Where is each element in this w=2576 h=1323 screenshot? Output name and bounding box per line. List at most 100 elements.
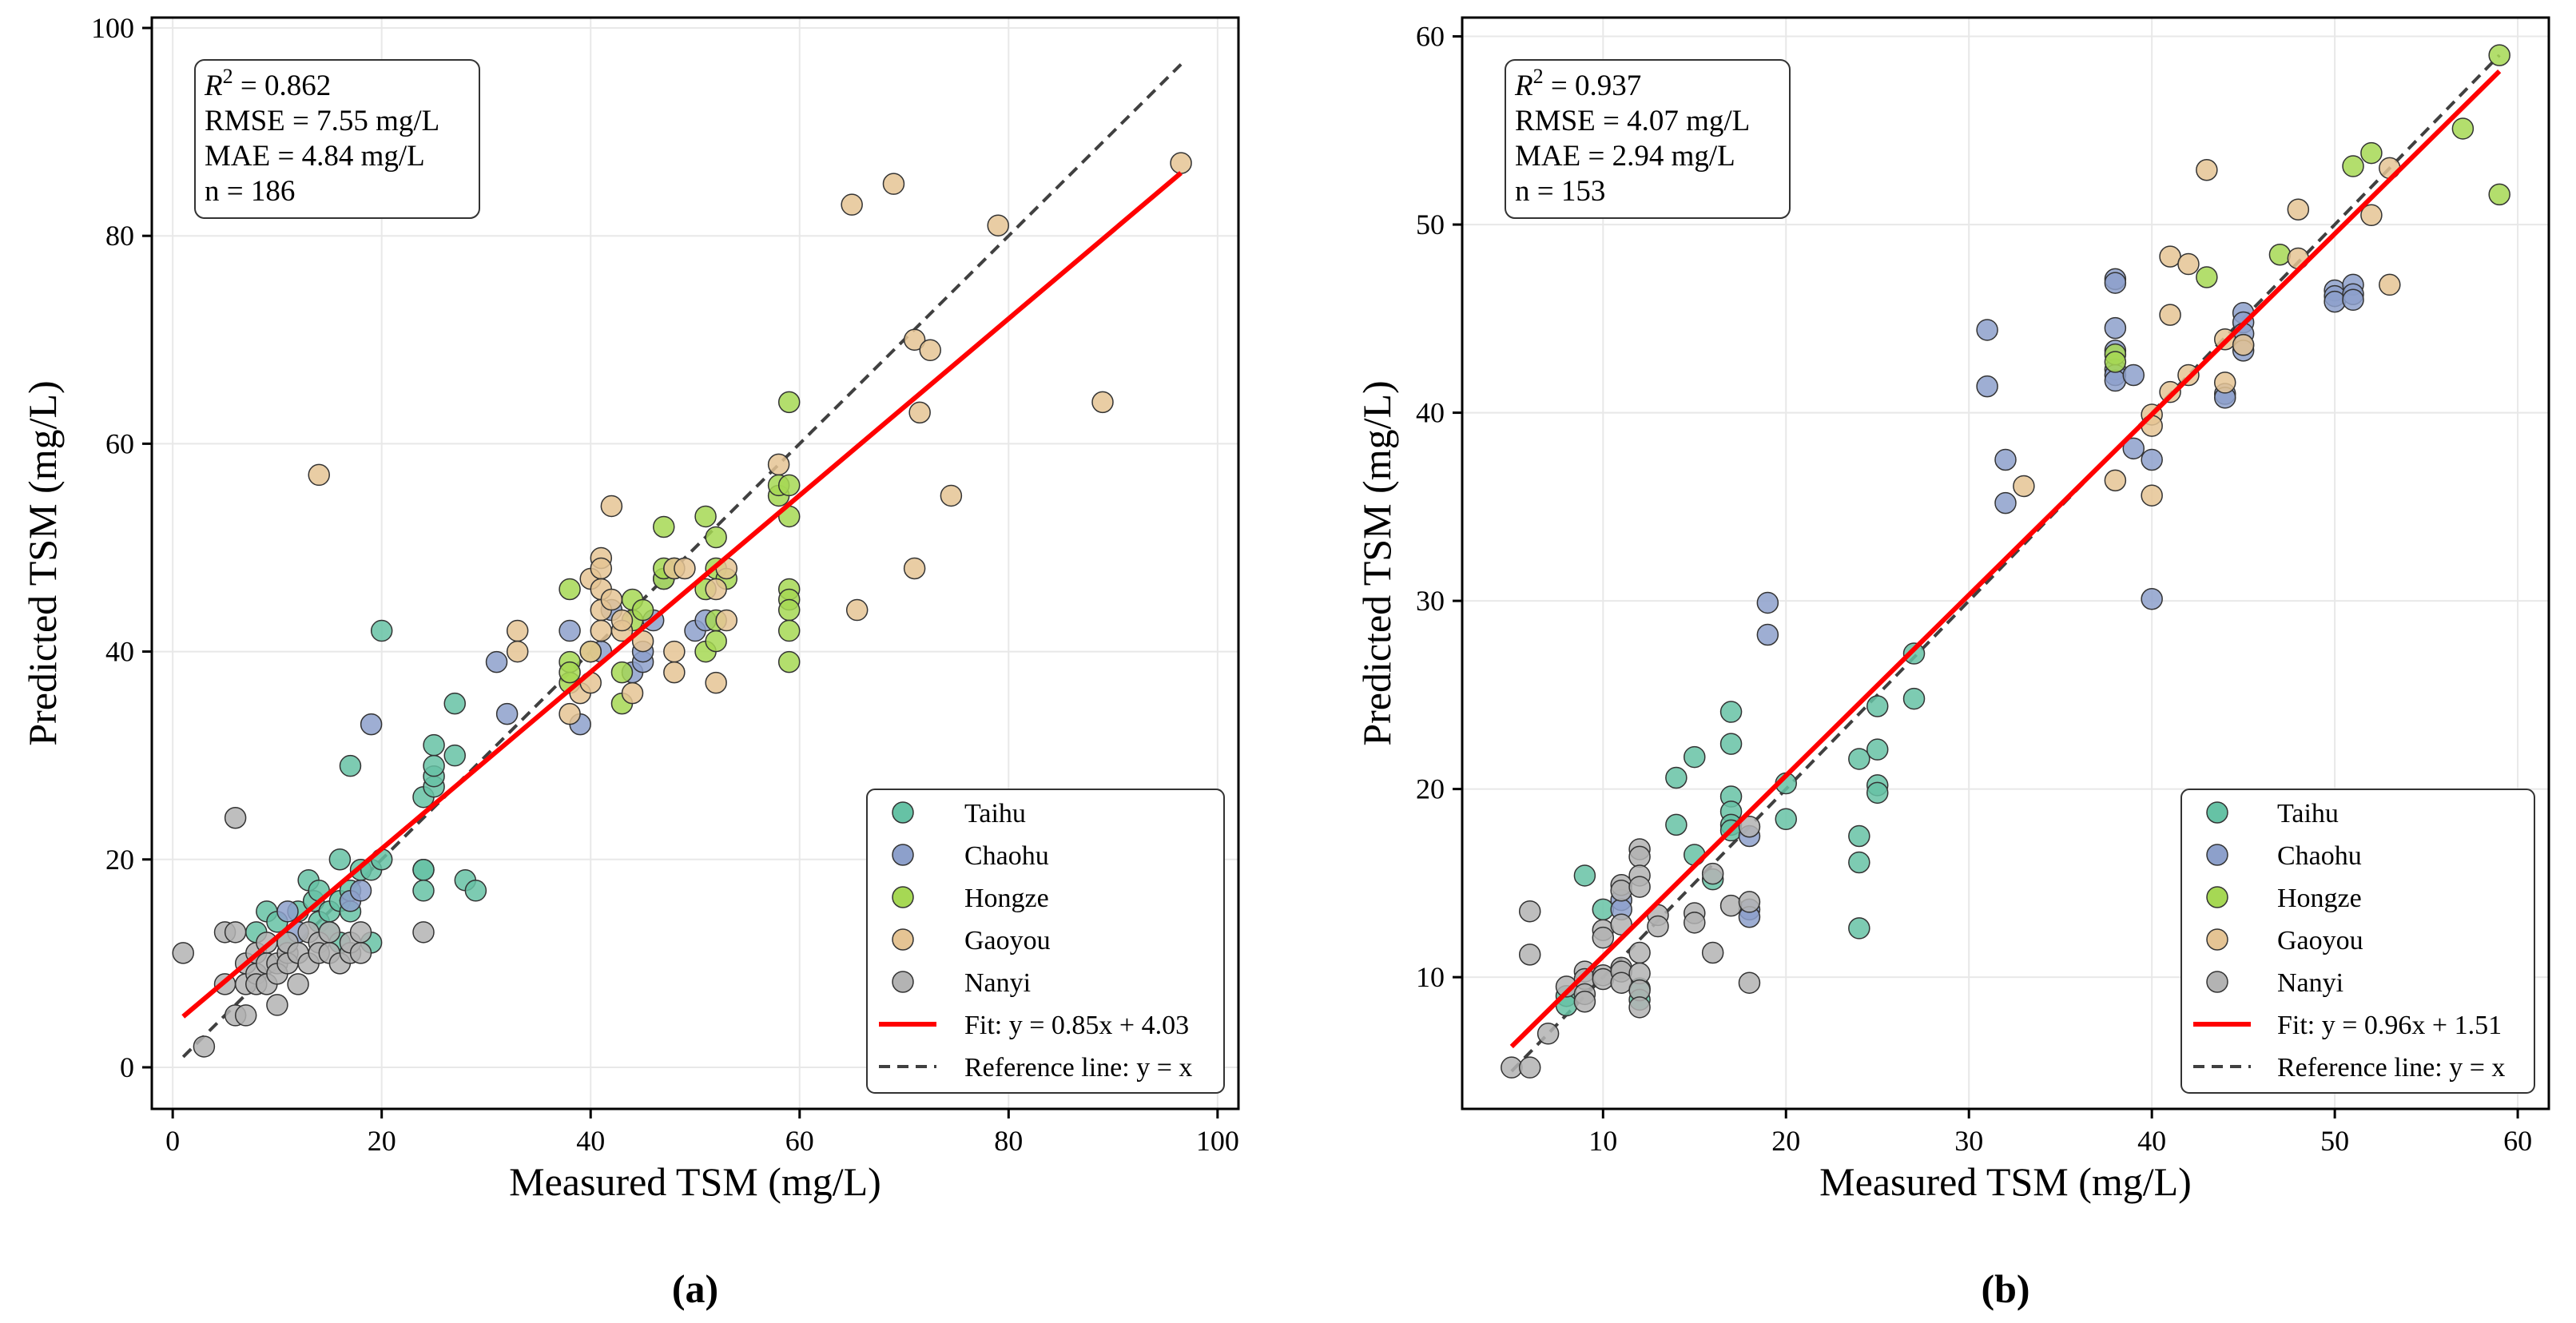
point-taihu bbox=[1848, 917, 1870, 940]
point-gaoyou bbox=[610, 609, 634, 632]
point-hongze bbox=[777, 619, 801, 642]
y-tick-label: 60 bbox=[1416, 21, 1445, 53]
r2-power-b: 2 bbox=[1533, 65, 1544, 88]
point-hongze bbox=[777, 474, 801, 497]
point-taihu bbox=[1866, 781, 1889, 805]
point-nanyi bbox=[172, 942, 194, 964]
legend-fit-label-b: Fit: y = 0.96x + 1.51 bbox=[2277, 1011, 2502, 1040]
point-chaohu bbox=[2104, 369, 2127, 392]
point-gaoyou bbox=[559, 702, 581, 725]
point-nanyi bbox=[1628, 941, 1651, 964]
legend-frame-b bbox=[2180, 789, 2535, 1094]
x-axis-label-a: Measured TSM (mg/L) bbox=[509, 1159, 881, 1204]
point-taihu bbox=[1684, 745, 1706, 769]
point-nanyi bbox=[1573, 991, 1596, 1013]
point-gaoyou bbox=[1091, 391, 1114, 414]
point-taihu bbox=[1719, 701, 1743, 723]
panel-a: 0 20 40 60 80 100 0 20 40 60 80 100 Measured TSM (m… bbox=[20, 12, 1240, 1311]
point-chaohu bbox=[2342, 288, 2364, 312]
legend-label-gaoyou-a: Gaoyou bbox=[964, 926, 1051, 956]
point-hongze bbox=[2342, 155, 2364, 177]
r2-power-a: 2 bbox=[223, 65, 233, 88]
y-tick-label: 20 bbox=[1416, 773, 1445, 805]
point-chaohu bbox=[1994, 491, 2017, 514]
point-taihu bbox=[1848, 748, 1870, 770]
point-hongze bbox=[2488, 183, 2510, 206]
x-tick-label: 100 bbox=[1196, 1125, 1239, 1157]
point-hongze bbox=[777, 598, 801, 622]
point-nanyi bbox=[1719, 894, 1743, 917]
point-taihu bbox=[1592, 898, 1615, 921]
point-gaoyou bbox=[579, 640, 602, 663]
x-tick-label: 30 bbox=[1954, 1125, 1983, 1157]
point-taihu bbox=[1848, 851, 1870, 874]
point-nanyi bbox=[1518, 1056, 1541, 1079]
point-nanyi bbox=[1738, 815, 1761, 838]
point-gaoyou bbox=[308, 463, 330, 487]
point-taihu bbox=[412, 859, 435, 881]
stats-frame-a bbox=[194, 59, 480, 219]
r2-symbol-b: R bbox=[1514, 70, 1533, 102]
point-chaohu bbox=[1976, 375, 1998, 398]
point-nanyi bbox=[234, 1004, 257, 1027]
point-taihu bbox=[1902, 687, 1926, 710]
point-hongze bbox=[777, 650, 801, 673]
point-chaohu bbox=[1756, 591, 1779, 614]
point-gaoyou bbox=[674, 557, 696, 580]
point-gaoyou bbox=[2379, 273, 2401, 296]
y-tick-label: 30 bbox=[1416, 585, 1445, 617]
stats-box-b: R2 = 0.937 RMSE = 4.07 mg/L MAE = 2.94 m… bbox=[1505, 59, 1791, 219]
point-chaohu bbox=[1976, 319, 1998, 341]
y-axis-label-b: Predicted TSM (mg/L) bbox=[1354, 380, 1399, 745]
point-nanyi bbox=[1647, 915, 1669, 938]
point-taihu bbox=[423, 754, 445, 777]
y-tick-label: 100 bbox=[91, 12, 134, 44]
point-chaohu bbox=[1994, 448, 2017, 471]
fit-line-a bbox=[181, 171, 1183, 1019]
reference-line-b bbox=[1510, 54, 2501, 1073]
x-tick-label: 0 bbox=[165, 1125, 180, 1157]
point-hongze bbox=[559, 578, 581, 601]
point-gaoyou bbox=[2287, 198, 2310, 220]
point-hongze bbox=[610, 661, 634, 684]
point-nanyi bbox=[1701, 862, 1724, 885]
legend-fit-label-a: Fit: y = 0.85x + 4.03 bbox=[964, 1011, 1189, 1040]
point-taihu bbox=[328, 848, 352, 871]
x-tick-label: 10 bbox=[1588, 1125, 1617, 1157]
stats-mae-a: MAE = 4.84 mg/L bbox=[205, 140, 425, 173]
point-gaoyou bbox=[2159, 304, 2181, 326]
panel-b: 10 20 30 40 50 60 10 20 30 40 50 60 Measured TSM (m… bbox=[1354, 16, 2550, 1311]
point-nanyi bbox=[1610, 880, 1632, 902]
point-gaoyou bbox=[2159, 380, 2181, 403]
point-gaoyou bbox=[903, 557, 926, 580]
point-gaoyou bbox=[841, 193, 863, 216]
point-nanyi bbox=[1738, 891, 1761, 913]
point-gaoyou bbox=[663, 661, 686, 684]
point-chaohu bbox=[485, 650, 508, 673]
ticks-b: 10 20 30 40 50 60 10 20 30 40 50 60 bbox=[1416, 21, 2532, 1157]
point-nanyi bbox=[318, 921, 341, 944]
point-hongze bbox=[705, 630, 727, 653]
point-nanyi bbox=[1501, 1056, 1523, 1079]
point-nanyi bbox=[1628, 876, 1651, 898]
r2-value-a: = 0.862 bbox=[233, 70, 332, 102]
panel-label-a: (a) bbox=[672, 1266, 718, 1311]
legend-marker-chaohu-b bbox=[2206, 844, 2228, 866]
point-hongze bbox=[694, 505, 717, 528]
panel-label-b: (b) bbox=[1981, 1266, 2029, 1311]
point-taihu bbox=[1902, 642, 1926, 665]
point-taihu bbox=[370, 619, 393, 642]
y-axis-label-a: Predicted TSM (mg/L) bbox=[20, 380, 65, 745]
point-gaoyou bbox=[715, 609, 737, 632]
point-nanyi bbox=[224, 921, 247, 944]
y-tick-label: 50 bbox=[1416, 209, 1445, 240]
stats-n-b: n = 153 bbox=[1515, 175, 1605, 208]
point-gaoyou bbox=[1170, 152, 1192, 174]
stats-r2-b: R2 = 0.937 bbox=[1514, 65, 1641, 102]
legend-ref-label-b: Reference line: y = x bbox=[2277, 1053, 2505, 1083]
point-gaoyou bbox=[705, 578, 727, 601]
stats-r2-a: R2 = 0.862 bbox=[204, 65, 331, 102]
legend-label-nanyi-a: Nanyi bbox=[964, 968, 1031, 998]
y-tick-label: 60 bbox=[105, 427, 134, 459]
point-gaoyou bbox=[882, 173, 905, 195]
